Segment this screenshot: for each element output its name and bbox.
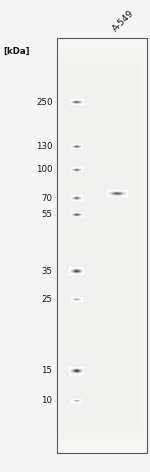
Bar bbox=[58, 43, 146, 448]
Bar bbox=[65, 74, 139, 417]
Text: 70: 70 bbox=[42, 194, 52, 202]
Text: 100: 100 bbox=[36, 165, 52, 174]
Text: A-549: A-549 bbox=[111, 8, 136, 33]
Bar bbox=[63, 64, 141, 427]
Text: 250: 250 bbox=[36, 98, 52, 107]
Bar bbox=[61, 59, 142, 432]
Text: 130: 130 bbox=[36, 142, 52, 151]
Bar bbox=[60, 53, 144, 438]
Text: 10: 10 bbox=[42, 396, 52, 405]
Text: 25: 25 bbox=[42, 295, 52, 304]
Bar bbox=[57, 38, 147, 453]
Bar bbox=[59, 48, 145, 443]
Text: 35: 35 bbox=[42, 267, 52, 276]
Text: 55: 55 bbox=[42, 210, 52, 219]
Text: [kDa]: [kDa] bbox=[3, 47, 30, 56]
Text: 15: 15 bbox=[42, 366, 52, 375]
Bar bbox=[64, 69, 140, 422]
Bar bbox=[57, 38, 147, 453]
